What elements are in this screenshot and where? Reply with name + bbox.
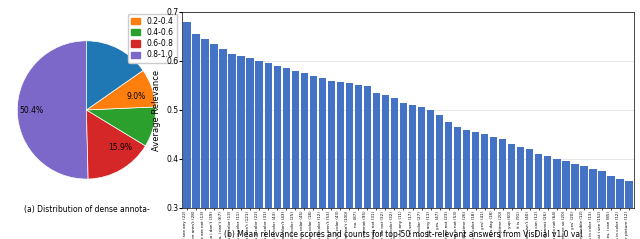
Bar: [409, 105, 416, 239]
Bar: [499, 139, 506, 239]
Bar: [490, 137, 497, 239]
Bar: [183, 22, 191, 239]
Bar: [220, 49, 227, 239]
Bar: [563, 161, 570, 239]
Bar: [283, 68, 290, 239]
Text: (b) Mean relevance scores and counts for top-50 most-relevant answers from VisDi: (b) Mean relevance scores and counts for…: [224, 230, 582, 239]
Text: (a) Distribution of dense annota-: (a) Distribution of dense annota-: [24, 205, 149, 214]
Bar: [319, 78, 326, 239]
Bar: [237, 56, 244, 239]
Bar: [616, 179, 623, 239]
Bar: [463, 130, 470, 239]
Bar: [554, 159, 561, 239]
Bar: [508, 144, 515, 239]
Bar: [589, 169, 596, 239]
Bar: [436, 115, 443, 239]
Y-axis label: Average Relevance: Average Relevance: [152, 69, 161, 151]
Bar: [193, 34, 200, 239]
Bar: [607, 176, 614, 239]
Wedge shape: [86, 41, 143, 110]
Bar: [580, 166, 588, 239]
Bar: [364, 87, 371, 239]
Bar: [328, 81, 335, 239]
Bar: [292, 71, 299, 239]
Bar: [418, 108, 425, 239]
Bar: [526, 149, 533, 239]
Text: 9.0%: 9.0%: [127, 92, 146, 101]
Bar: [301, 73, 308, 239]
Text: 50.4%: 50.4%: [19, 106, 44, 115]
Bar: [228, 54, 236, 239]
Bar: [355, 85, 362, 239]
Bar: [273, 66, 281, 239]
Bar: [337, 81, 344, 239]
Bar: [382, 95, 389, 239]
Bar: [202, 39, 209, 239]
Legend: 0.2-0.4, 0.4-0.6, 0.6-0.8, 0.8-1.0: 0.2-0.4, 0.4-0.6, 0.6-0.8, 0.8-1.0: [128, 14, 177, 63]
Bar: [598, 171, 605, 239]
Wedge shape: [86, 110, 145, 179]
Bar: [625, 181, 633, 239]
Bar: [400, 103, 407, 239]
Wedge shape: [17, 41, 88, 179]
Bar: [454, 127, 461, 239]
Bar: [427, 110, 434, 239]
Bar: [310, 76, 317, 239]
Bar: [472, 132, 479, 239]
Bar: [346, 83, 353, 239]
Wedge shape: [86, 70, 156, 110]
Bar: [544, 157, 552, 239]
Bar: [264, 63, 272, 239]
Wedge shape: [86, 107, 156, 146]
Bar: [481, 134, 488, 239]
Bar: [211, 44, 218, 239]
Bar: [255, 61, 262, 239]
Text: 15.9%: 15.9%: [108, 142, 132, 152]
Bar: [517, 147, 524, 239]
Bar: [246, 59, 253, 239]
Bar: [535, 154, 543, 239]
Bar: [445, 122, 452, 239]
Bar: [373, 93, 380, 239]
Bar: [572, 164, 579, 239]
Bar: [391, 98, 398, 239]
